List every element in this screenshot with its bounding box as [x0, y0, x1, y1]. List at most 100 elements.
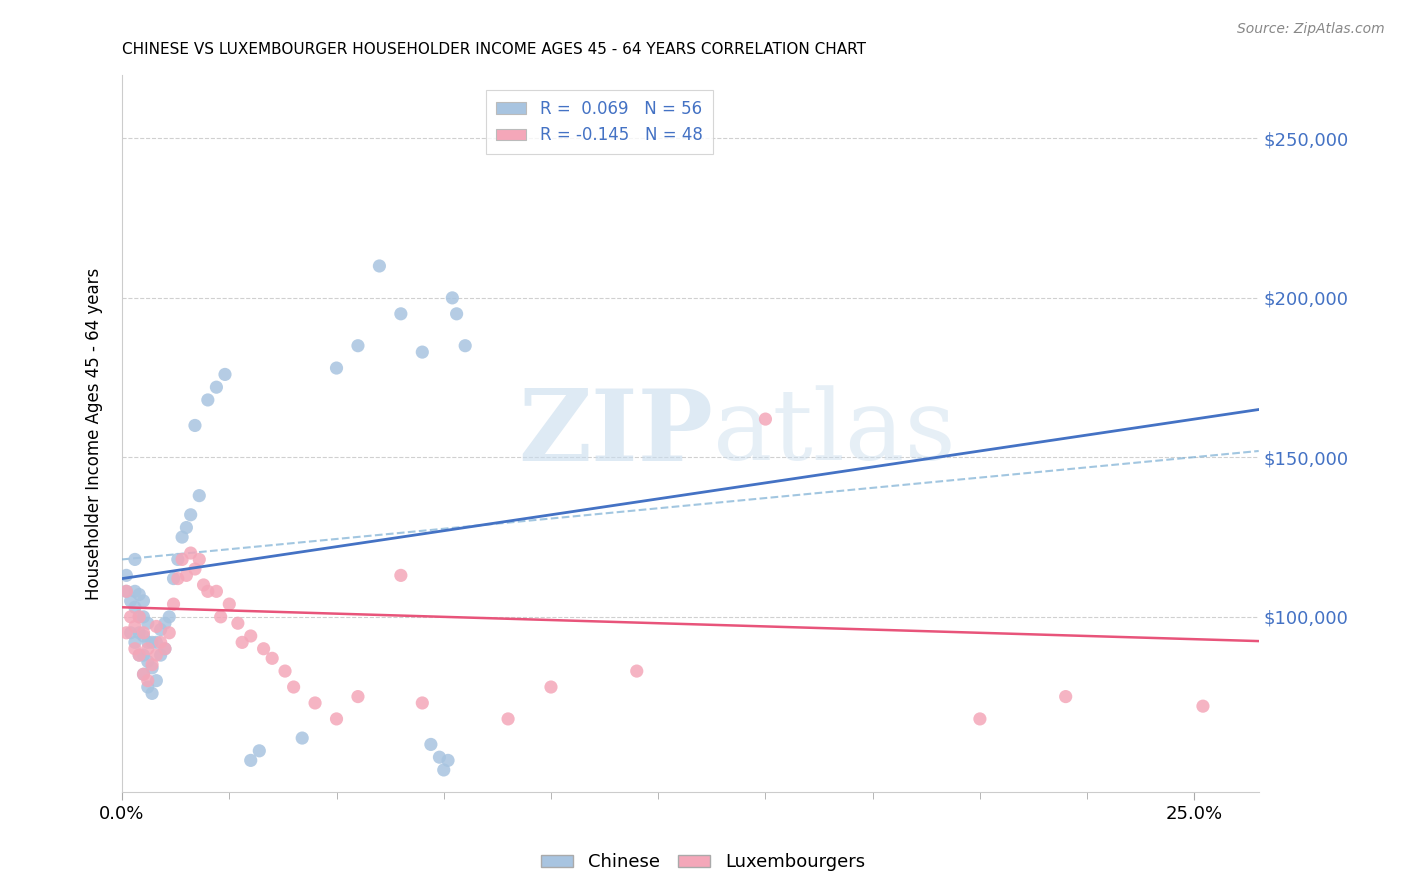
Point [496, 712, 519, 726]
Point [124, 600, 146, 615]
Point [283, 680, 305, 694]
Point [437, 753, 460, 767]
Point [188, 552, 211, 566]
Point [540, 680, 562, 694]
Point [166, 572, 188, 586]
Point [197, 584, 219, 599]
Point [128, 625, 150, 640]
Point [176, 520, 198, 534]
Point [120, 610, 142, 624]
Point [325, 712, 347, 726]
Point [141, 661, 163, 675]
Point [172, 552, 194, 566]
Point [136, 616, 159, 631]
Point [1054, 690, 1077, 704]
Point [969, 712, 991, 726]
Point [157, 625, 180, 640]
Point [132, 667, 155, 681]
Point [120, 594, 142, 608]
Point [145, 673, 167, 688]
Legend: Chinese, Luxembourgers: Chinese, Luxembourgers [534, 847, 872, 879]
Point [419, 738, 441, 752]
Point [132, 629, 155, 643]
Point [347, 339, 370, 353]
Point [128, 648, 150, 662]
Point [132, 594, 155, 608]
Point [141, 686, 163, 700]
Point [429, 750, 451, 764]
Point [180, 508, 202, 522]
Point [124, 619, 146, 633]
Point [153, 641, 176, 656]
Point [180, 546, 202, 560]
Point [252, 641, 274, 656]
Point [136, 655, 159, 669]
Point [184, 418, 207, 433]
Point [188, 489, 211, 503]
Point [149, 635, 172, 649]
Point [325, 361, 347, 376]
Point [141, 657, 163, 672]
Point [115, 568, 138, 582]
Point [120, 625, 142, 640]
Point [197, 392, 219, 407]
Point [193, 578, 215, 592]
Point [262, 651, 284, 665]
Point [149, 623, 172, 637]
Point [128, 648, 150, 662]
Text: Source: ZipAtlas.com: Source: ZipAtlas.com [1237, 22, 1385, 37]
Point [115, 584, 138, 599]
Point [291, 731, 314, 745]
Point [136, 680, 159, 694]
Point [239, 753, 262, 767]
Point [626, 664, 648, 678]
Point [247, 744, 270, 758]
Point [145, 648, 167, 662]
Point [389, 307, 412, 321]
Point [441, 291, 464, 305]
Point [1192, 699, 1215, 714]
Point [209, 610, 232, 624]
Point [184, 562, 207, 576]
Point [304, 696, 326, 710]
Point [389, 568, 412, 582]
Point [115, 584, 138, 599]
Point [231, 635, 253, 649]
Point [226, 616, 249, 631]
Text: atlas: atlas [713, 385, 956, 482]
Point [145, 635, 167, 649]
Point [172, 530, 194, 544]
Point [115, 625, 138, 640]
Point [136, 673, 159, 688]
Point [128, 610, 150, 624]
Point [446, 307, 468, 321]
Point [368, 259, 391, 273]
Y-axis label: Householder Income Ages 45 - 64 years: Householder Income Ages 45 - 64 years [86, 268, 103, 599]
Point [218, 597, 240, 611]
Point [149, 648, 172, 662]
Point [132, 667, 155, 681]
Point [124, 584, 146, 599]
Point [124, 552, 146, 566]
Point [132, 625, 155, 640]
Point [136, 641, 159, 656]
Point [166, 552, 188, 566]
Point [411, 345, 433, 359]
Point [239, 629, 262, 643]
Point [754, 412, 776, 426]
Point [157, 610, 180, 624]
Point [454, 339, 477, 353]
Point [128, 588, 150, 602]
Point [162, 572, 184, 586]
Text: CHINESE VS LUXEMBOURGER HOUSEHOLDER INCOME AGES 45 - 64 YEARS CORRELATION CHART: CHINESE VS LUXEMBOURGER HOUSEHOLDER INCO… [122, 42, 866, 57]
Point [347, 690, 370, 704]
Point [205, 380, 228, 394]
Point [433, 763, 456, 777]
Point [132, 610, 155, 624]
Point [153, 616, 176, 631]
Point [411, 696, 433, 710]
Legend: R =  0.069   N = 56, R = -0.145   N = 48: R = 0.069 N = 56, R = -0.145 N = 48 [486, 90, 713, 154]
Point [141, 635, 163, 649]
Point [205, 584, 228, 599]
Point [153, 641, 176, 656]
